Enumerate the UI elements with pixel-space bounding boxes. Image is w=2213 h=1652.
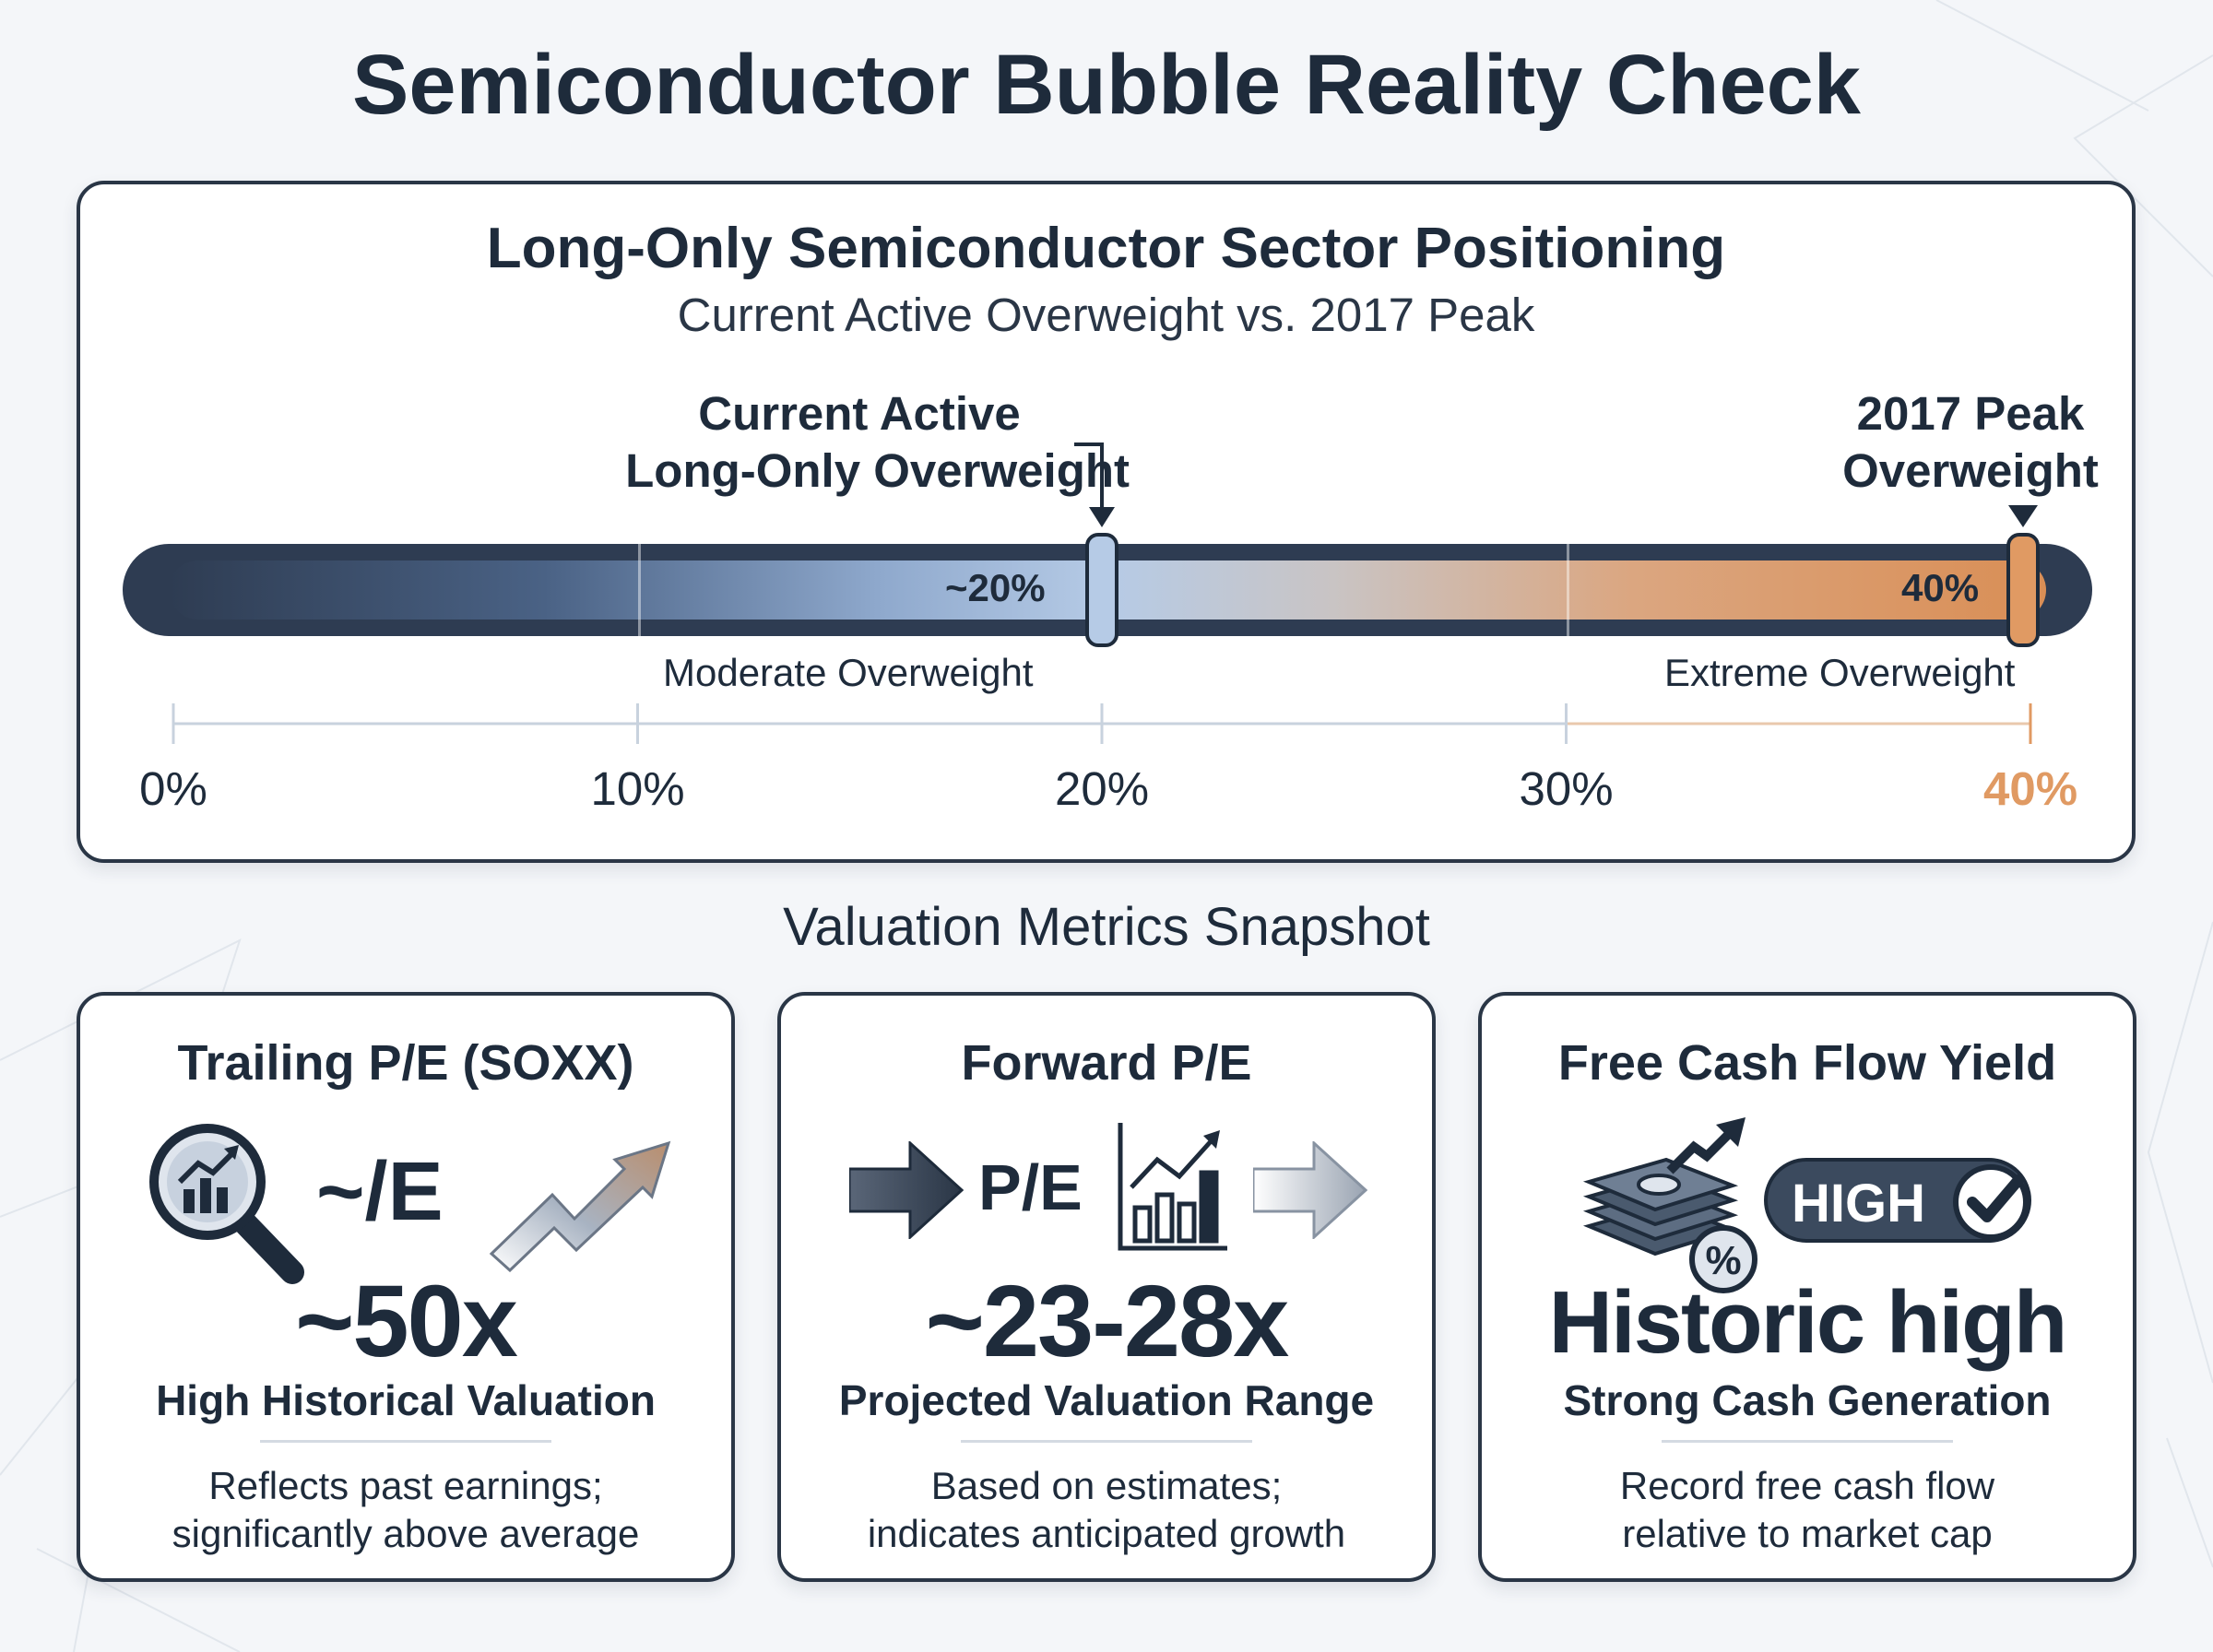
card-description-line-2: indicates anticipated growth [867, 1512, 1346, 1555]
card-description: Record free cash flow relative to market… [1482, 1462, 2133, 1558]
card-fcf-yield: Free Cash Flow Yield % HIGH Historic h [1478, 992, 2136, 1582]
scale-ticks [172, 703, 2032, 744]
card-icons: P/E [781, 1115, 1432, 1291]
money-stack-icon [1582, 1117, 1746, 1257]
card-subtitle: High Historical Valuation [156, 1376, 656, 1424]
gauge-divider-30 [1566, 544, 1569, 636]
bar-chart-icon [1118, 1123, 1227, 1251]
current-callout-line-1: Current Active [698, 387, 1021, 440]
card-description-line-1: Record free cash flow [1619, 1464, 1995, 1507]
current-arrow-head [1089, 507, 1115, 527]
zone-label-extreme: Extreme Overweight [1664, 651, 2016, 694]
peak-callout-line-1: 2017 Peak [1856, 387, 2085, 440]
peak-arrow-head [2008, 505, 2038, 527]
zone-label-moderate: Moderate Overweight [663, 651, 1034, 694]
card-value: ~23-28x [925, 1265, 1290, 1378]
card-description: Reflects past earnings; significantly ab… [80, 1462, 731, 1558]
high-badge-label: HIGH [1792, 1174, 1925, 1233]
card-icons: ~/E [80, 1115, 731, 1291]
card-title: Forward P/E [961, 1035, 1252, 1091]
percent-icon: % [1689, 1225, 1757, 1293]
card-divider [1662, 1440, 1953, 1443]
tick-label-10: 10% [590, 762, 685, 815]
tick-label-30: 30% [1519, 762, 1614, 815]
peak-value-label: 40% [1901, 566, 1980, 609]
check-circle-icon [1953, 1164, 2029, 1240]
card-forward-pe: Forward P/E P/E [777, 992, 1436, 1582]
gauge-divider-10 [637, 544, 641, 636]
high-badge: HIGH [1764, 1158, 2031, 1243]
magnifier-chart-icon [149, 1124, 304, 1284]
peak-marker [2006, 533, 2040, 647]
card-subtitle: Strong Cash Generation [1563, 1376, 2052, 1424]
card-title: Free Cash Flow Yield [1557, 1035, 2057, 1091]
card-description: Based on estimates; indicates anticipate… [781, 1462, 1432, 1558]
section-title: Valuation Metrics Snapshot [783, 897, 1430, 957]
peak-overweight-callout: 2017 Peak Overweight [1786, 385, 2155, 500]
page-title: Semiconductor Bubble Reality Check [352, 38, 1861, 132]
current-overweight-callout: Current Active Long-Only Overweight [504, 385, 1187, 500]
card-value: ~50x [295, 1265, 518, 1378]
card-description-line-1: Reflects past earnings; [208, 1464, 603, 1507]
panel-title: Long-Only Semiconductor Sector Positioni… [486, 217, 1726, 280]
card-divider [260, 1440, 551, 1443]
card-divider [961, 1440, 1252, 1443]
arrow-right-icon [849, 1141, 964, 1239]
tick-label-0: 0% [139, 762, 207, 815]
card-description-line-1: Based on estimates; [930, 1464, 1283, 1507]
trend-up-arrow-icon [489, 1140, 671, 1272]
positioning-panel: Long-Only Semiconductor Sector Positioni… [77, 181, 2136, 863]
arrow-right-faded-icon [1253, 1141, 1367, 1239]
current-marker [1085, 533, 1118, 647]
card-subtitle: Projected Valuation Range [838, 1376, 1375, 1424]
pe-icon-text: P/E [978, 1151, 1083, 1223]
tick-label-20: 20% [1054, 762, 1150, 815]
card-trailing-pe: Trailing P/E (SOXX) ~/E ~50x High Hist [77, 992, 735, 1582]
current-callout-line-2: Long-Only Overweight [625, 444, 1130, 497]
card-value: Historic high [1548, 1273, 2068, 1372]
panel-subtitle: Current Active Overweight vs. 2017 Peak [677, 289, 1535, 341]
card-title: Trailing P/E (SOXX) [177, 1035, 634, 1091]
pe-icon-text: ~/E [316, 1146, 444, 1238]
tick-label-40: 40% [1982, 762, 2078, 815]
current-value-label: ~20% [945, 566, 1046, 609]
card-description-line-2: significantly above average [172, 1512, 640, 1555]
svg-text:%: % [1705, 1238, 1741, 1283]
card-description-line-2: relative to market cap [1622, 1512, 1993, 1555]
peak-callout-line-2: Overweight [1842, 444, 2099, 497]
card-icons: % HIGH [1482, 1115, 2133, 1293]
